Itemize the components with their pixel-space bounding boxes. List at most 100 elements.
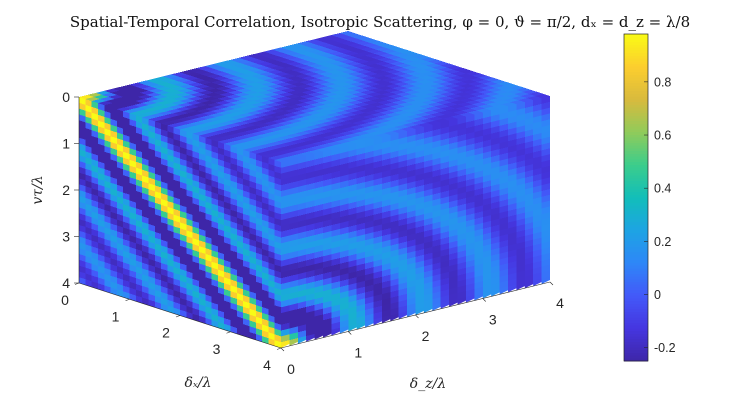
heatmap-cell — [308, 149, 324, 154]
heatmap-cell — [177, 74, 193, 79]
heatmap-cell — [91, 112, 98, 121]
heatmap-cell — [192, 191, 199, 200]
heatmap-cell — [236, 145, 252, 150]
heatmap-cell — [205, 155, 212, 163]
heatmap-cell — [293, 78, 309, 83]
heatmap-cell — [192, 244, 199, 252]
heatmap-cell — [449, 234, 458, 243]
heatmap-cell — [371, 84, 386, 89]
heatmap-cell — [226, 94, 241, 99]
heatmap-cell — [135, 84, 151, 89]
heatmap-cell — [91, 170, 98, 179]
heatmap-cell — [148, 88, 164, 93]
heatmap-cell — [457, 261, 466, 270]
heatmap-cell — [381, 135, 391, 144]
heatmap-cell — [482, 186, 492, 194]
heatmap-cell — [432, 273, 441, 282]
heatmap-cell — [249, 78, 264, 83]
heatmap-cell — [343, 65, 359, 70]
heatmap-cell — [457, 256, 466, 264]
heatmap-cell — [123, 157, 130, 166]
heatmap-cell — [230, 86, 246, 91]
heatmap-cell — [230, 215, 237, 224]
heatmap-cell — [186, 166, 193, 175]
colorbar-segment — [624, 271, 648, 275]
heatmap-cell — [129, 96, 145, 101]
heatmap-cell — [371, 98, 386, 103]
heatmap-cell — [289, 192, 298, 201]
heatmap-cell — [253, 112, 269, 118]
heatmap-cell — [148, 117, 164, 122]
heatmap-cell — [358, 80, 374, 85]
heatmap-cell — [329, 123, 344, 128]
heatmap-cell — [211, 232, 218, 241]
heatmap-cell — [432, 175, 441, 183]
heatmap-cell — [211, 139, 218, 148]
heatmap-cell — [442, 102, 458, 107]
heatmap-cell — [281, 235, 290, 244]
heatmap-cell — [381, 187, 391, 196]
colorbar-segment — [624, 347, 648, 351]
heatmap-cell — [365, 307, 374, 316]
heatmap-cell — [407, 222, 416, 230]
heatmap-cell — [205, 259, 212, 268]
heatmap-cell — [365, 232, 374, 241]
heatmap-cell — [314, 233, 324, 241]
heatmap-cell — [478, 75, 494, 80]
heatmap-cell — [259, 86, 275, 91]
heatmap-cell — [507, 272, 517, 281]
heatmap-cell — [440, 213, 450, 222]
tick-label-vt: 1 — [62, 136, 70, 152]
heatmap-cell — [200, 86, 216, 91]
heatmap-cell — [116, 132, 124, 141]
heatmap-cell — [131, 107, 147, 112]
heatmap-cell — [364, 96, 380, 101]
colorbar-segment — [624, 262, 648, 267]
heatmap-cell — [129, 206, 136, 215]
heatmap-cell — [142, 198, 149, 207]
heatmap-cell — [243, 242, 250, 251]
heatmap-cell — [142, 297, 149, 306]
heatmap-cell — [118, 88, 134, 93]
heatmap-cell — [440, 126, 450, 135]
heatmap-cell — [346, 75, 361, 81]
heatmap-cell — [507, 185, 517, 194]
heatmap-cell — [348, 178, 357, 187]
heatmap-cell — [79, 97, 86, 105]
heatmap-cell — [491, 143, 500, 152]
heatmap-cell — [104, 285, 111, 294]
heatmap-cell — [381, 63, 397, 68]
heatmap-cell — [323, 149, 332, 158]
heatmap-cell — [287, 47, 302, 52]
heatmap-cell — [436, 114, 452, 119]
heatmap-cell — [255, 328, 263, 337]
heatmap-cell — [491, 282, 500, 291]
heatmap-cell — [224, 254, 231, 262]
heatmap-cell — [392, 114, 408, 119]
heatmap-cell — [184, 119, 199, 124]
heatmap-cell — [91, 99, 107, 104]
heatmap-cell — [507, 261, 517, 270]
heatmap-cell — [461, 94, 477, 99]
heatmap-cell — [356, 251, 366, 260]
heatmap-cell — [180, 257, 187, 266]
heatmap-cell — [465, 137, 475, 146]
heatmap-cell — [243, 184, 250, 193]
heatmap-cell — [444, 98, 460, 103]
heatmap-cell — [236, 211, 244, 220]
heatmap-cell — [190, 106, 206, 112]
heatmap-cell — [331, 321, 340, 330]
heatmap-cell — [541, 200, 550, 209]
heatmap-cell — [97, 260, 105, 268]
heatmap-cell — [91, 135, 98, 144]
heatmap-cell — [167, 148, 174, 157]
heatmap-cell — [476, 94, 492, 99]
heatmap-cell — [438, 67, 454, 72]
heatmap-cell — [142, 192, 149, 201]
heatmap-cell — [287, 133, 302, 138]
heatmap-cell — [457, 163, 466, 171]
heatmap-cell — [541, 258, 550, 267]
front-face — [79, 97, 281, 348]
heatmap-cell — [306, 258, 315, 267]
heatmap-cell — [142, 140, 149, 149]
